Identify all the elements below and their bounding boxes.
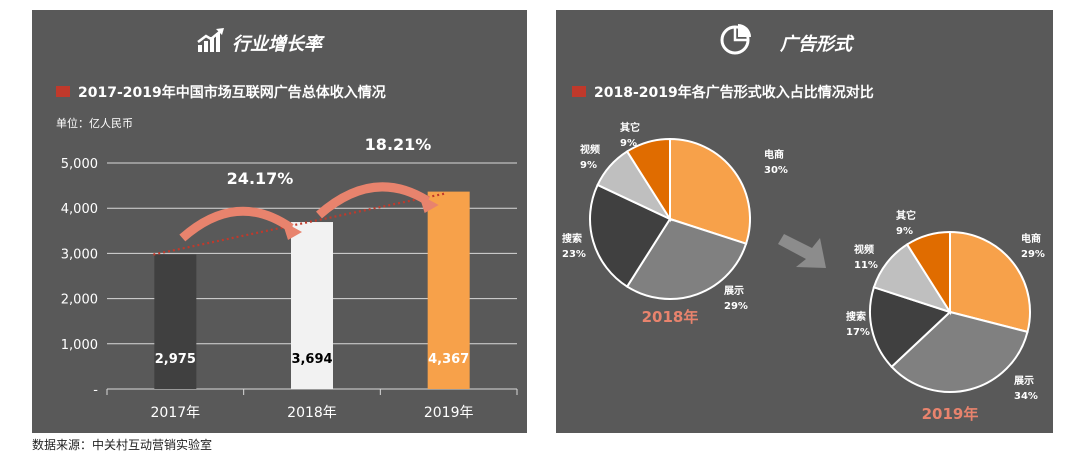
growth-panel: 行业增长率 2017-2019年中国市场互联网广告总体收入情况 单位：亿人民币 … (32, 10, 527, 433)
y-tick-label: 1,000 (61, 338, 98, 353)
transition-arrow (778, 234, 826, 268)
pie-slice-搜索 (869, 286, 952, 369)
ad-format-chart-title: 2018-2019年各广告形式收入占比情况对比 (594, 84, 874, 101)
growth-arrow (316, 182, 431, 219)
pie-slice-label: 展示 (724, 285, 744, 297)
ad-format-panel-svg: 广告形式 2018-2019年各广告形式收入占比情况对比 电商 30% 展示 29% 搜… (562, 24, 1045, 423)
pie-slice-value: 29% (724, 301, 748, 312)
ad-format-header-title: 广告形式 (780, 34, 855, 55)
growth-panel-svg: 行业增长率 2017-2019年中国市场互联网广告总体收入情况 单位：亿人民币 … (56, 28, 518, 421)
pie-slice-label: 视频 (854, 243, 874, 256)
pie-slice-label: 展示 (1014, 375, 1034, 387)
pie-slice-展示 (625, 217, 748, 300)
growth-header-title: 行业增长率 (232, 34, 325, 55)
pie-slice-value: 34% (1014, 391, 1038, 402)
pie-slice-label: 电商 (764, 148, 784, 161)
pie-slice-value: 9% (896, 226, 913, 237)
pie-slice-label: 搜索 (846, 310, 866, 323)
chart-growth-icon (197, 28, 224, 52)
unit-label: 单位：亿人民币 (56, 116, 133, 130)
y-tick-label: 3,000 (61, 247, 98, 262)
x-tick-label: 2018年 (287, 405, 337, 421)
ad-format-panel: 广告形式 2018-2019年各广告形式收入占比情况对比 电商 30% 展示 29% 搜… (556, 10, 1053, 433)
pie-slice-label: 其它 (896, 209, 916, 222)
bar-2019年 (427, 191, 470, 389)
pie-year-caption: 2018年 (642, 308, 699, 326)
x-tick-label: 2017年 (151, 405, 201, 421)
pie-slice-label: 搜索 (562, 232, 582, 245)
bar-2018年 (291, 222, 333, 389)
pie-slice-value: 9% (580, 160, 597, 171)
growth-header: 行业增长率 (197, 28, 325, 55)
growth-rate-label: 24.17% (227, 169, 294, 188)
bar-value-label: 4,367 (428, 352, 469, 367)
pie-year-caption: 2019年 (922, 405, 979, 423)
bar-value-label: 2,975 (155, 352, 196, 367)
pie-slice-value: 9% (620, 138, 637, 149)
growth-arrow (179, 206, 294, 242)
pie-slice-value: 11% (854, 260, 878, 271)
pie-slice-label: 电商 (1021, 232, 1041, 245)
bar-2017年 (154, 254, 197, 389)
pie-slice-value: 23% (562, 249, 586, 260)
pie-slice-value: 17% (846, 327, 870, 338)
pie-slice-label: 视频 (580, 143, 600, 156)
growth-chart-title: 2017-2019年中国市场互联网广告总体收入情况 (78, 84, 386, 101)
bar-value-label: 3,694 (291, 352, 332, 367)
pie-slice-value: 30% (764, 165, 788, 176)
data-source-note: 数据来源：中关村互动营销实验室 (32, 438, 213, 452)
x-tick-label: 2019年 (424, 405, 474, 421)
pie-slice-label: 其它 (620, 121, 640, 134)
pie-slice-展示 (890, 310, 1029, 393)
pie-slice-电商 (669, 137, 751, 245)
pie-slice-value: 29% (1021, 249, 1045, 260)
chart-title-marker (572, 86, 586, 97)
ad-format-header: 广告形式 (720, 24, 855, 55)
y-tick-label: 4,000 (61, 202, 98, 217)
y-tick-label: 5,000 (61, 157, 98, 172)
growth-arrow-head (418, 194, 439, 213)
y-tick-label: - (93, 383, 98, 398)
y-tick-label: 2,000 (61, 293, 98, 308)
pie-slice-其它 (905, 230, 951, 316)
pie-chart-icon (720, 24, 751, 55)
chart-title-marker (56, 86, 70, 97)
pie-slice-其它 (625, 137, 671, 223)
pie-slice-电商 (949, 230, 1031, 334)
growth-arrow-head (282, 221, 302, 240)
growth-rate-label: 18.21% (365, 135, 432, 154)
